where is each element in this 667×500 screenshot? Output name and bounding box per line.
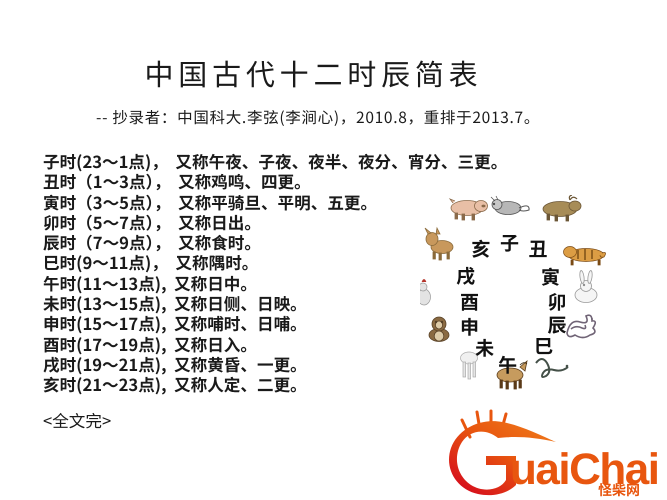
svg-text:怪柴网: 怪柴网 — [598, 480, 640, 500]
